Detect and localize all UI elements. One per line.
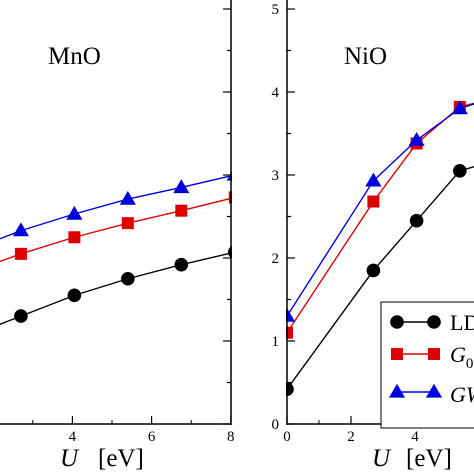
mno-xlabel-symbol: U xyxy=(60,445,80,472)
mno-xtick-label: 6 xyxy=(148,429,156,445)
legend-marker-gw xyxy=(425,383,443,398)
mno-series-line-g0w0 xyxy=(0,197,232,263)
legend-marker-lda xyxy=(427,315,441,329)
nio-point-gw xyxy=(451,100,468,115)
mno-xtick-label: 4 xyxy=(69,429,77,445)
mno-panel-title: MnO xyxy=(48,43,101,70)
nio-point-gw xyxy=(408,131,425,146)
nio-point-lda xyxy=(409,213,424,228)
mno-point-lda xyxy=(174,257,189,272)
nio-xtick-label: 4 xyxy=(411,429,419,445)
nio-point-lda xyxy=(366,263,381,278)
mno-panel: 2468 MnO U [eV] xyxy=(0,0,235,472)
nio-ytick-label: 1 xyxy=(272,334,280,350)
legend-label-lda: LD xyxy=(450,310,474,335)
nio-plot-area xyxy=(286,100,474,396)
nio-panel-title: NiO xyxy=(344,43,387,70)
mno-point-lda xyxy=(67,288,82,303)
legend-label-gw: GW xyxy=(450,382,474,407)
mno-xtick-label: 8 xyxy=(227,429,235,445)
mno-point-lda xyxy=(121,271,135,286)
nio-xlabel-unit: [eV] xyxy=(406,445,452,472)
mno-series-line-lda xyxy=(0,252,232,325)
nio-ytick-label: 0 xyxy=(272,417,280,433)
legend-marker-lda xyxy=(390,315,404,329)
legend-samples xyxy=(388,315,443,398)
legend-label-g0w0-main: G xyxy=(450,342,466,367)
legend-label-g0w0-sub: 0 xyxy=(466,356,474,372)
legend-marker-g0w0 xyxy=(391,348,403,360)
nio-ytick-label: 4 xyxy=(272,85,280,101)
nio-panel: 0246012345 NiO U [eV] LD G0 GW xyxy=(272,0,474,472)
nio-xlabel-symbol: U xyxy=(372,445,392,472)
mno-plot-area xyxy=(0,171,232,325)
nio-ytick-label: 3 xyxy=(272,168,280,184)
mno-point-gw xyxy=(119,190,136,205)
mno-point-g0w0 xyxy=(175,204,188,217)
mno-point-gw xyxy=(226,171,232,181)
nio-point-lda xyxy=(453,164,467,178)
mno-point-gw xyxy=(173,179,190,194)
nio-ticks: 0246012345 xyxy=(272,2,448,445)
mno-point-g0w0 xyxy=(121,217,134,230)
nio-xtick-label: 2 xyxy=(347,429,355,445)
mno-point-lda xyxy=(14,309,28,323)
legend-label-g0w0: G0 xyxy=(450,342,473,372)
mno-point-gw xyxy=(12,222,29,237)
mno-xlabel-unit: [eV] xyxy=(98,445,144,472)
nio-series-line-g0w0 xyxy=(286,102,474,334)
mno-point-g0w0 xyxy=(14,247,27,260)
nio-ytick-label: 2 xyxy=(272,251,280,267)
legend-marker-g0w0 xyxy=(428,348,440,360)
nio-series-line-gw xyxy=(286,103,474,317)
legend-marker-gw xyxy=(388,383,406,398)
mno-ticks: 2468 xyxy=(32,8,235,445)
nio-ytick-label: 5 xyxy=(272,2,280,18)
nio-point-gw xyxy=(365,172,382,187)
nio-point-g0w0 xyxy=(367,195,380,208)
mno-point-g0w0 xyxy=(68,231,81,244)
nio-xtick-label: 0 xyxy=(283,429,291,445)
mno-point-gw xyxy=(66,205,83,220)
legend: LD G0 GW xyxy=(380,301,474,429)
